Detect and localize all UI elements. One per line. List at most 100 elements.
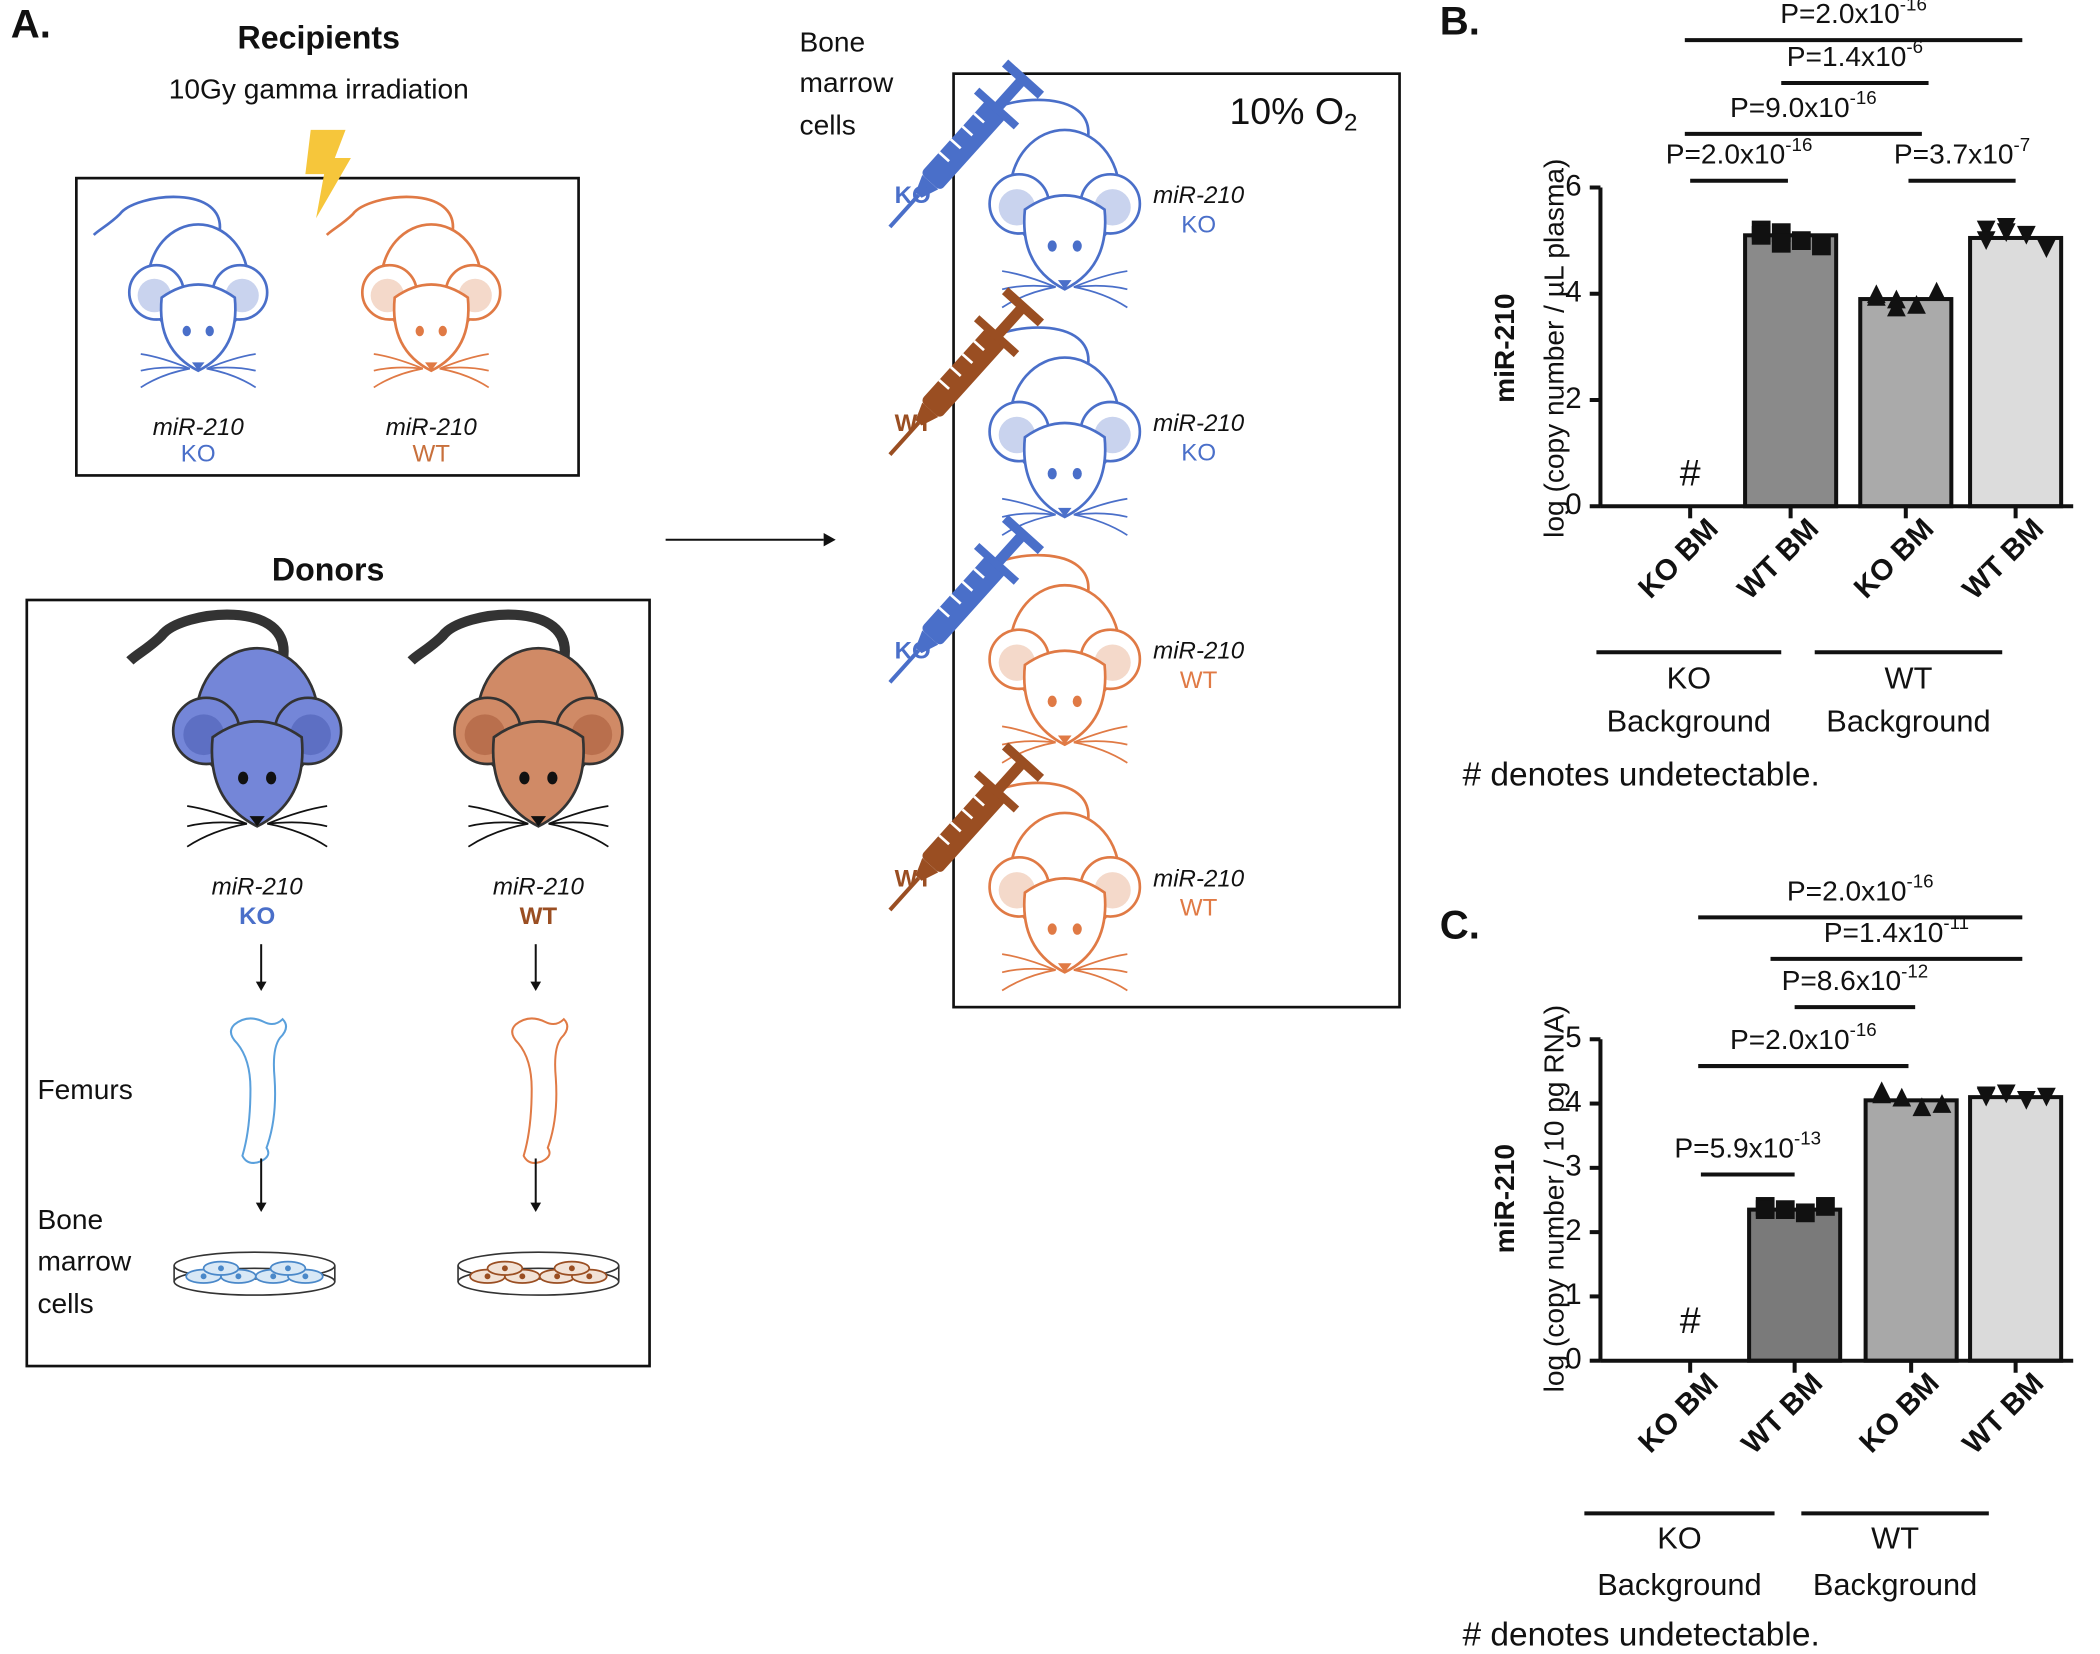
mouse-eye [1047,923,1057,935]
mouse-head [392,283,470,373]
data-point [1887,297,1906,317]
y-tick-label: 0 [1565,488,1581,521]
comparison-label: P=1.4x10-11 [1824,912,1969,948]
syringe-plunger [991,529,1029,569]
syringe-mark [961,808,974,820]
mouse [92,195,269,389]
comparison-text: P=2.0x10 [1787,876,1907,907]
mouse [949,326,1142,536]
mouse-eye [1072,695,1082,708]
syringe-mark [961,353,974,365]
mouse-whisker [1001,497,1056,516]
mouse [407,609,624,848]
mouse-whisker [140,367,191,389]
syringe-tip [915,402,939,426]
data-point [2037,1087,2056,1107]
x-tick-label: WT BM [1956,512,2050,606]
mouse-eye [1072,923,1082,935]
syringe-needle [888,876,921,912]
note: # denotes undetectable. [1462,757,1819,794]
data-point [1912,1097,1932,1117]
cell-nucleus [484,1273,491,1280]
group-label: Background [1607,703,1771,738]
syringe-grip [1001,742,1045,782]
y-axis-subtitle: log (copy number / 10 pg RNA) [1539,1005,1570,1392]
donors-title: Donors [272,551,384,587]
syringe-flange [973,770,1020,813]
y-axis-title: miR-210 [1489,294,1520,403]
syringe-mark [961,125,974,137]
syringe-mark [938,378,950,390]
comparison-label: P=2.0x10-16 [1787,871,1934,907]
mouse-whisker [206,367,257,389]
syringe-barrel [922,100,1006,189]
x-tick-label: KO BM [1848,512,1941,605]
dish-wall [457,1265,620,1282]
group-label: Background [1597,1567,1761,1602]
group-label: KO [1667,660,1712,695]
syringe-mark [949,821,962,833]
mouse-nose [530,816,547,827]
syringe-tip [915,174,939,198]
comparison-label: P=2.0x10-16 [1780,0,1927,29]
cell-nucleus [501,1265,508,1272]
syringe-mark [961,580,974,592]
mouse-eye [1047,468,1057,480]
data-point [1771,233,1791,253]
mouse-whisker [1073,741,1128,764]
genotype-label: KO [1181,212,1216,239]
arrow-head [530,1202,542,1213]
mouse-whisker [187,805,248,825]
x-tick-label: KO BM [1632,512,1725,605]
y-tick-label: 2 [1565,1214,1581,1247]
mouse-whisker [1073,512,1128,518]
data-point [1892,1087,1912,1107]
cell-nucleus [218,1265,224,1272]
value-label: # [1680,451,1701,493]
mouse [949,554,1142,764]
cells-label: cells [38,1288,94,1319]
mouse-eye [1072,468,1082,480]
gene-label: miR-210 [212,873,304,900]
x-tick-label: WT BM [1735,1367,1829,1461]
x-tick-label: WT BM [1956,1367,2050,1461]
mouse-eye [205,325,214,337]
mouse-head [210,720,304,828]
genotype-label: KO [181,441,216,468]
bar [1747,1207,1843,1363]
mouse-eye [1047,695,1057,708]
comparison-label: P=2.0x10-16 [1666,134,1813,170]
group-label: Background [1826,703,1990,738]
data-point [1976,231,1996,250]
data-point [1996,217,2016,237]
group-label: Background [1813,1567,1977,1602]
cell-nucleus [285,1265,291,1272]
mouse-whisker [373,367,424,389]
group-label: KO [1657,1520,1702,1555]
mouse-nose [1057,507,1072,517]
syringe-mark [938,151,950,163]
comparison-text: P=9.0x10 [1730,92,1850,123]
cell-nucleus [235,1273,242,1280]
mouse-whisker [1073,270,1128,288]
data-point [2016,1090,2036,1110]
mouse-whisker [1073,969,1128,992]
genotype-label: KO [1181,439,1216,466]
mouse-whisker [1073,284,1128,291]
mouse-nose [1057,280,1072,290]
mouse-whisker [1001,967,1056,974]
gene-label: miR-210 [153,414,245,441]
mouse-tail [407,609,570,665]
oxygen-label: 10% O2 [1229,90,1357,137]
data-point [1751,225,1771,245]
genotype-label: WT [520,903,558,930]
syringe-flange [973,87,1020,130]
gene-label: miR-210 [1153,182,1245,209]
mouse-whisker [1001,741,1056,764]
mouse-whisker [439,353,489,370]
group-label: WT [1871,1520,1919,1555]
donor-label: KO [895,182,931,209]
donor-label: WT [895,410,933,437]
mouse-eye [438,325,447,337]
syringe-needle [888,193,921,229]
